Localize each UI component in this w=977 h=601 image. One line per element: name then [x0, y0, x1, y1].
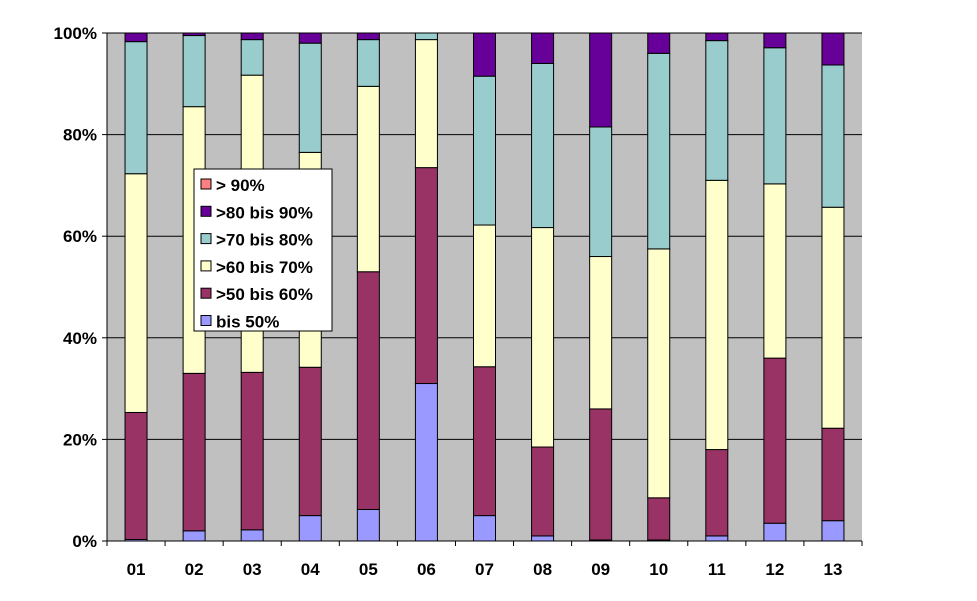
bar-segment: [124, 411, 148, 540]
bar-segment: [182, 32, 206, 37]
bar-segment: [182, 530, 206, 542]
axes: [102, 32, 863, 546]
x-tick-label: 01: [127, 560, 146, 579]
bar-segment: [763, 522, 787, 542]
y-tick-labels: 0% 20% 40% 60% 80% 100%: [54, 24, 97, 551]
x-tick-labels: 01 02 03 04 05 06 07 08 09 10 11 12 13: [127, 560, 843, 579]
x-tick-label: 11: [708, 560, 726, 579]
x-tick-label: 02: [185, 560, 204, 579]
bar-segment: [821, 32, 845, 66]
legend-label: >70 bis 80%: [216, 231, 313, 250]
bar-segment: [531, 227, 555, 448]
bar-segment: [531, 446, 555, 537]
legend-swatch: [200, 260, 212, 272]
x-tick-label: 09: [591, 560, 610, 579]
bar-segment: [414, 32, 438, 41]
bar-segment: [182, 372, 206, 532]
bar-segment: [356, 32, 380, 41]
x-tick-label: 06: [417, 560, 436, 579]
legend-swatch: [200, 287, 212, 299]
bar-segment: [473, 32, 496, 77]
bar-segment: [298, 32, 322, 44]
bar-segment: [705, 179, 729, 451]
bar-segment: [763, 357, 787, 524]
bar-segment: [531, 535, 555, 542]
legend-swatch: [200, 205, 212, 217]
legend-label: >50 bis 60%: [216, 285, 313, 304]
bar-segment: [240, 529, 264, 542]
bar-segment: [531, 62, 555, 229]
bar-segment: [763, 32, 787, 49]
bar-segment: [182, 35, 206, 108]
bar-segment: [763, 47, 787, 185]
y-tick-label: 100%: [54, 24, 97, 43]
x-tick-label: 08: [533, 560, 552, 579]
bar-segment: [705, 449, 729, 537]
bar-series: [124, 32, 845, 542]
bar-segment: [414, 39, 438, 169]
bar-segment: [473, 515, 496, 542]
bar-segment: [124, 173, 148, 413]
legend-box: [193, 168, 333, 332]
x-tick-label: 04: [301, 560, 320, 579]
legend-label: >60 bis 70%: [216, 258, 313, 277]
x-tick-label: 12: [765, 560, 784, 579]
legend-label: > 90%: [216, 176, 265, 195]
bar-segment: [647, 248, 671, 499]
bar-segment: [240, 39, 264, 76]
y-tick-label: 40%: [63, 329, 97, 348]
bar-segment: [473, 75, 496, 226]
bar-segment: [356, 509, 380, 542]
bar-segment: [473, 366, 496, 517]
bar-segment: [531, 32, 555, 64]
y-tick-label: 60%: [63, 227, 97, 246]
bar-segment: [705, 32, 729, 42]
legend-swatch: [200, 233, 212, 245]
bar-segment: [705, 535, 729, 542]
bar-segment: [647, 52, 671, 250]
legend-label: >80 bis 90%: [216, 203, 313, 222]
bar-segment: [240, 371, 264, 531]
bar-segment: [647, 32, 671, 54]
y-tick-label: 0%: [72, 532, 97, 551]
bar-segment: [298, 42, 322, 153]
bar-segment: [414, 167, 438, 385]
bar-segment: [356, 85, 380, 273]
y-tick-label: 80%: [63, 126, 97, 145]
bar-segment: [124, 32, 148, 43]
bar-segment: [589, 408, 613, 541]
bar-segment: [356, 271, 380, 511]
bar-segment: [821, 427, 845, 522]
bar-segment: [589, 32, 613, 128]
bar-segment: [124, 41, 148, 175]
bar-segment: [473, 224, 496, 368]
x-tick-label: 10: [649, 560, 668, 579]
x-tick-label: 07: [475, 560, 494, 579]
x-tick-label: 03: [243, 560, 262, 579]
legend-label: bis 50%: [216, 313, 279, 332]
bar-segment: [647, 497, 671, 541]
bar-segment: [821, 206, 845, 429]
bar-segment: [298, 515, 322, 542]
bar-segment: [298, 366, 322, 517]
bar-segment: [821, 64, 845, 208]
bar-segment: [821, 520, 845, 542]
bar-segment: [705, 40, 729, 181]
x-tick-label: 05: [359, 560, 378, 579]
legend-swatch: [200, 178, 212, 190]
legend-swatch: [200, 315, 212, 326]
x-tick-label: 13: [824, 560, 843, 579]
bar-segment: [589, 256, 613, 410]
bar-segment: [356, 39, 380, 87]
bar-segment: [240, 32, 264, 41]
bar-segment: [589, 126, 613, 258]
bar-segment: [414, 383, 438, 542]
y-tick-label: 20%: [63, 430, 97, 449]
legend: > 90% >80 bis 90% >70 bis 80% >60 bis 70% >5…: [193, 168, 333, 332]
bar-segment: [763, 183, 787, 359]
